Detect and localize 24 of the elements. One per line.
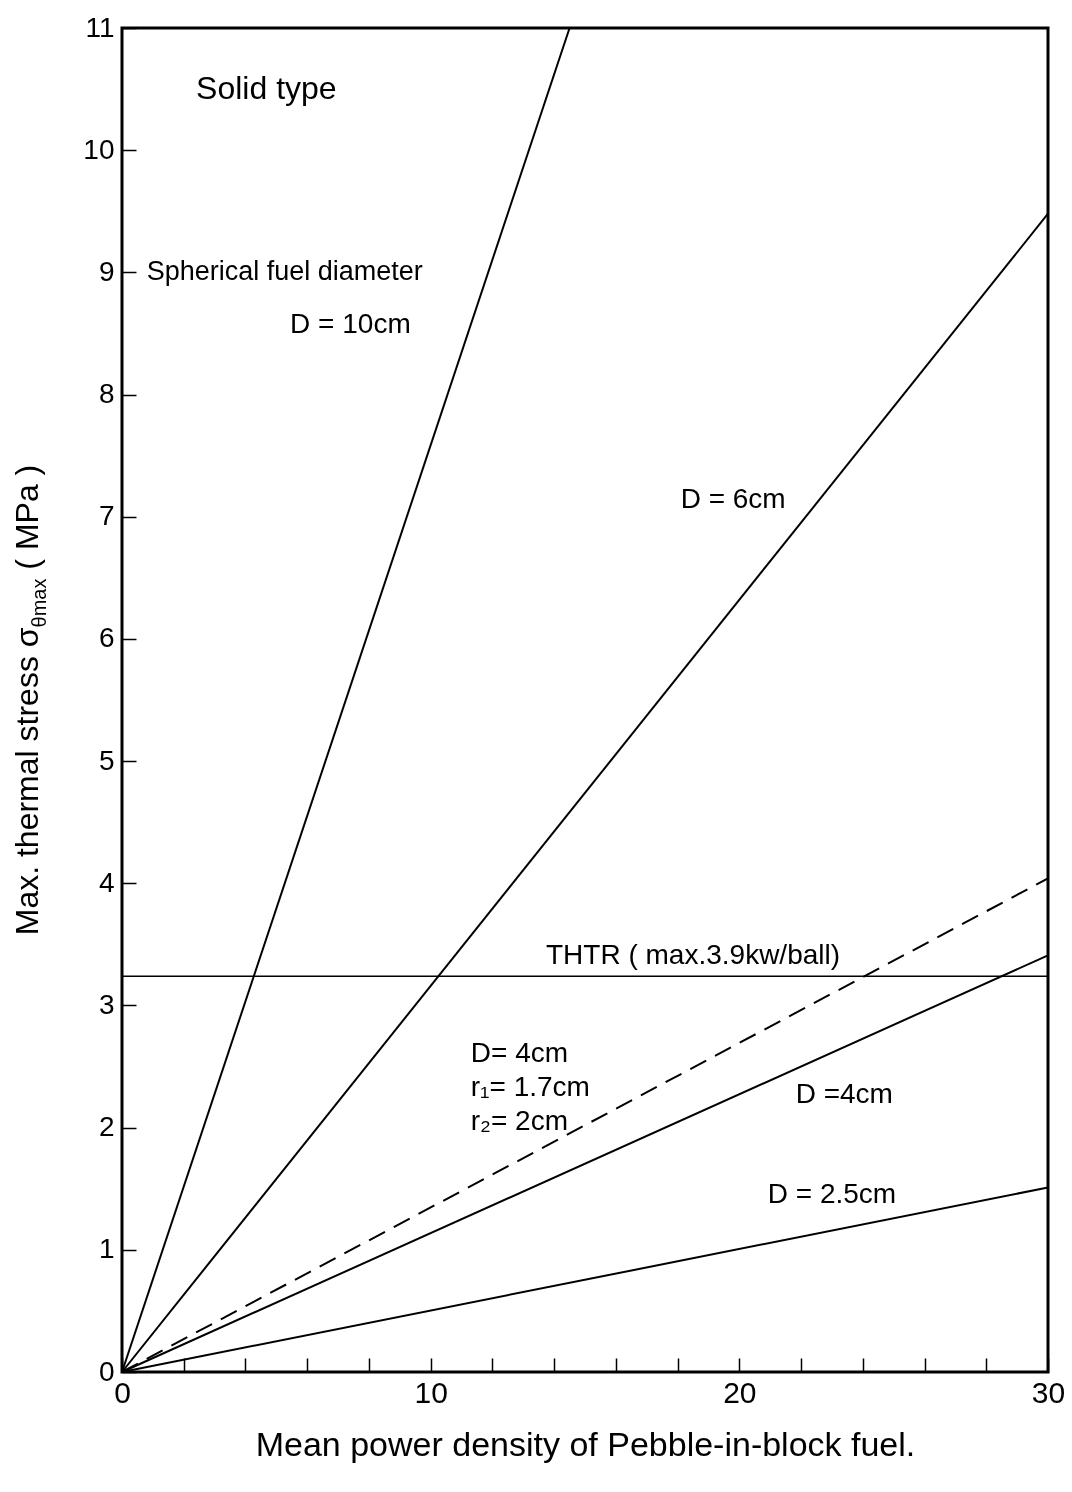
x-axis-title: Mean power density of Pebble-in-block fuel. — [255, 1424, 916, 1463]
y-tick-label: 9 — [98, 255, 115, 287]
annotation: Solid type — [196, 70, 337, 107]
annotation: Spherical fuel diameter — [146, 256, 423, 287]
ref-line-label: THTR ( max.3.9kw/ball) — [546, 939, 841, 971]
x-tick-label: 20 — [723, 1375, 757, 1409]
y-tick-label: 6 — [98, 622, 115, 654]
series-label: D = 2.5cm — [767, 1177, 897, 1209]
series-label: D = 10cm — [290, 307, 411, 339]
y-tick-label: 4 — [98, 866, 115, 898]
y-tick-label: 3 — [98, 988, 115, 1020]
y-tick-label: 7 — [98, 500, 115, 532]
y-tick-label: 1 — [98, 1233, 115, 1265]
y-tick-label: 11 — [85, 11, 115, 43]
series-label: D= 4cm r₁= 1.7cm r₂= 2cm — [470, 1037, 590, 1137]
x-tick-label: 30 — [1031, 1375, 1066, 1409]
series-label: D = 6cm — [680, 482, 786, 514]
x-tick-label: 10 — [414, 1375, 448, 1409]
y-tick-label: 2 — [98, 1111, 115, 1143]
y-tick-label: 0 — [98, 1355, 115, 1387]
series-label: D =4cm — [795, 1077, 893, 1109]
y-tick-label: 10 — [83, 133, 115, 165]
y-tick-label: 8 — [98, 378, 115, 410]
y-tick-label: 5 — [98, 744, 115, 776]
